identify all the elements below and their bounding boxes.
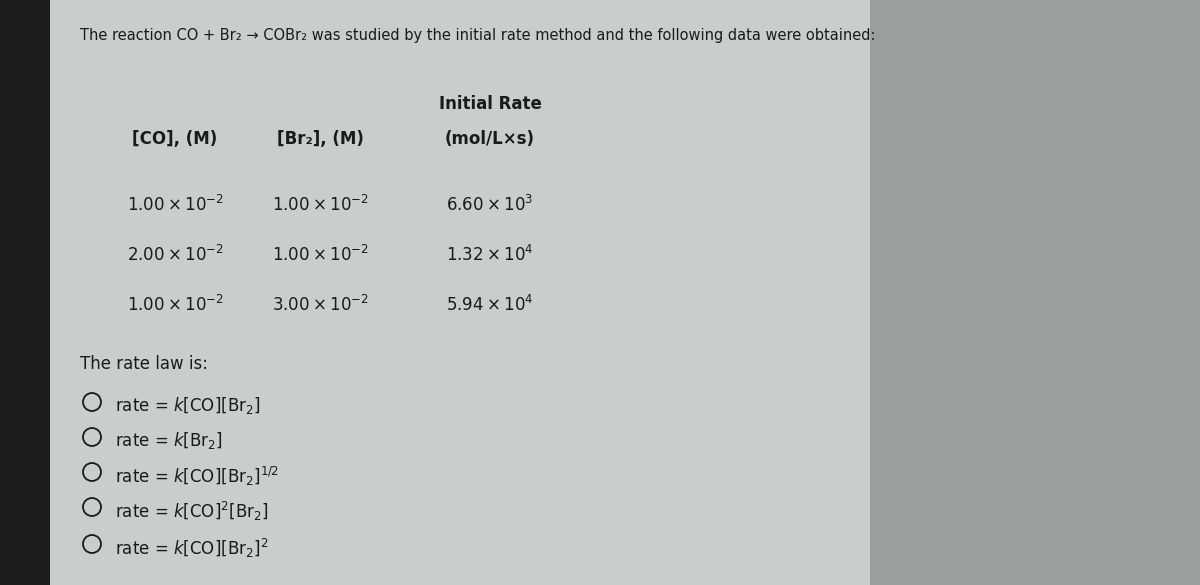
Text: $1.00 \times 10^{-2}$: $1.00 \times 10^{-2}$ (127, 295, 223, 315)
Text: rate = $k$[Br$_2$]: rate = $k$[Br$_2$] (115, 430, 223, 451)
Text: $6.60 \times 10^{3}$: $6.60 \times 10^{3}$ (446, 195, 534, 215)
Text: rate = $k$[CO][Br$_2$]: rate = $k$[CO][Br$_2$] (115, 395, 260, 416)
Bar (870, 0, 1200, 585)
Text: $1.00 \times 10^{-2}$: $1.00 \times 10^{-2}$ (271, 195, 368, 215)
Text: Initial Rate: Initial Rate (438, 95, 541, 113)
Text: [Br₂], (M): [Br₂], (M) (276, 130, 364, 148)
Text: $1.00 \times 10^{-2}$: $1.00 \times 10^{-2}$ (271, 245, 368, 265)
Text: (mol/L×s): (mol/L×s) (445, 130, 535, 148)
Text: $3.00 \times 10^{-2}$: $3.00 \times 10^{-2}$ (271, 295, 368, 315)
Text: [CO], (M): [CO], (M) (132, 130, 217, 148)
Text: $1.00 \times 10^{-2}$: $1.00 \times 10^{-2}$ (127, 195, 223, 215)
Text: $1.32 \times 10^{4}$: $1.32 \times 10^{4}$ (446, 245, 534, 265)
Text: The rate law is:: The rate law is: (80, 355, 208, 373)
Text: $5.94 \times 10^{4}$: $5.94 \times 10^{4}$ (446, 295, 534, 315)
Text: $2.00 \times 10^{-2}$: $2.00 \times 10^{-2}$ (127, 245, 223, 265)
Text: rate = $k$[CO][Br$_2$]$^{1/2}$: rate = $k$[CO][Br$_2$]$^{1/2}$ (115, 465, 280, 488)
Text: The reaction CO + Br₂ → COBr₂ was studied by the initial rate method and the fol: The reaction CO + Br₂ → COBr₂ was studie… (80, 28, 876, 43)
Text: rate = $k$[CO]$^2$[Br$_2$]: rate = $k$[CO]$^2$[Br$_2$] (115, 500, 269, 523)
Bar (0, 0, 50, 585)
Text: rate = $k$[CO][Br$_2$]$^2$: rate = $k$[CO][Br$_2$]$^2$ (115, 537, 269, 560)
